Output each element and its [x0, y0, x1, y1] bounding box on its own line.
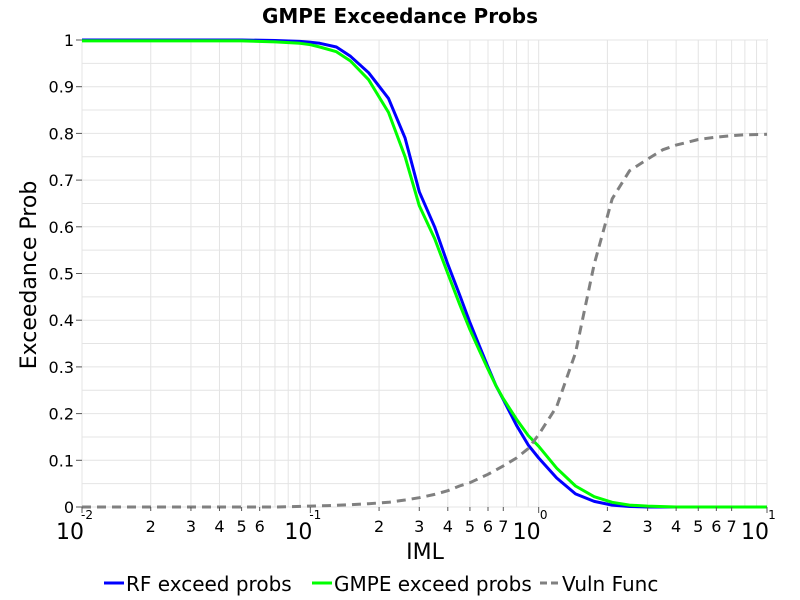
- y-tick-label: 0.1: [49, 451, 74, 470]
- y-tick-label: 0.6: [49, 218, 74, 237]
- x-minor-tick-label: 7: [727, 517, 737, 536]
- y-tick-label: 0.4: [49, 311, 74, 330]
- series-layer: [82, 38, 768, 509]
- x-major-tick-exponent: -1: [309, 508, 321, 522]
- y-tick-label: 0.7: [49, 171, 74, 190]
- y-tick-label: 0: [64, 498, 74, 517]
- legend-label-3: Vuln Func: [562, 572, 658, 596]
- x-minor-tick-label: 7: [498, 517, 508, 536]
- x-minor-tick-label: 2: [602, 517, 612, 536]
- x-major-tick-exponent: -2: [81, 508, 93, 522]
- y-axis-label: Exceedance Prob: [17, 181, 42, 370]
- plot-area: [81, 38, 768, 509]
- x-minor-tick-label: 4: [443, 517, 453, 536]
- x-minor-tick-label: 2: [374, 517, 384, 536]
- legend: RF exceed probs GMPE exceed probs Vuln Fun…: [104, 572, 658, 596]
- x-major-tick-exponent: 0: [540, 508, 548, 522]
- x-minor-tick-label: 6: [711, 517, 721, 536]
- x-minor-tick-label: 2: [146, 517, 156, 536]
- series-line-1: [82, 38, 767, 509]
- x-major-tick-label: 10: [513, 520, 541, 545]
- x-minor-tick-label: 5: [693, 517, 703, 536]
- x-minor-tick-label: 3: [414, 517, 424, 536]
- x-minor-tick-label: 4: [671, 517, 681, 536]
- x-axis-label: IML: [406, 540, 444, 565]
- legend-label-2: GMPE exceed probs: [334, 572, 532, 596]
- x-major-tick-label: 10: [56, 520, 84, 545]
- y-tick-label: 0.3: [49, 358, 74, 377]
- x-major-tick-label: 10: [284, 520, 312, 545]
- x-major-tick-label: 10: [741, 520, 769, 545]
- x-minor-tick-label: 4: [214, 517, 224, 536]
- grid: [81, 39, 768, 508]
- x-minor-tick-label: 5: [465, 517, 475, 536]
- y-tick-label: 0.8: [49, 124, 74, 143]
- x-minor-tick-label: 5: [237, 517, 247, 536]
- series-line-3: [82, 132, 768, 509]
- x-minor-tick-label: 3: [643, 517, 653, 536]
- y-tick-label: 0.2: [49, 405, 74, 424]
- y-tick-label: 0.5: [49, 265, 74, 284]
- y-tick-label: 0.9: [49, 78, 74, 97]
- y-axis-ticks: 0 0.1 0.2 0.3 0.4 0.5 0.6 0.7 0.8 0.9 1: [49, 31, 82, 517]
- y-tick-label: 1: [64, 31, 74, 50]
- x-minor-tick-label: 3: [186, 517, 196, 536]
- x-major-tick-exponent: 1: [768, 508, 776, 522]
- series-line-2: [82, 39, 767, 509]
- x-minor-tick-label: 6: [483, 517, 493, 536]
- x-minor-tick-label: 6: [255, 517, 265, 536]
- legend-label-1: RF exceed probs: [126, 572, 292, 596]
- chart-title: GMPE Exceedance Probs: [262, 4, 538, 28]
